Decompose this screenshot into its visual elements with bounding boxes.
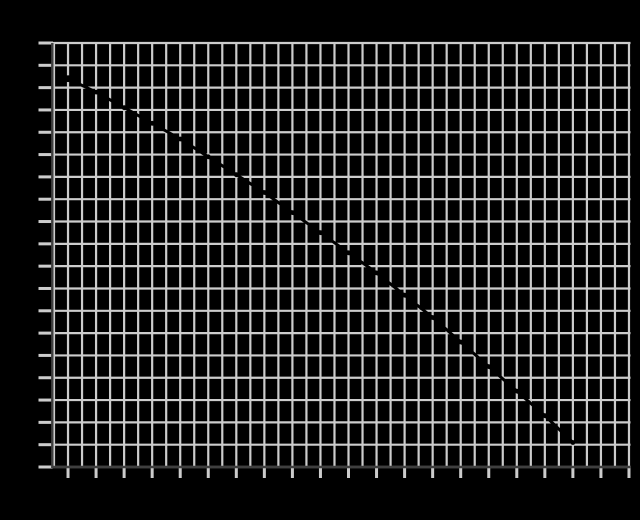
- data-point-marker: [486, 364, 492, 369]
- data-point-marker: [177, 136, 183, 142]
- data-point-marker: [514, 388, 520, 394]
- data-point-marker: [64, 75, 72, 83]
- data-point-marker: [374, 270, 379, 276]
- data-point-marker: [121, 105, 127, 111]
- data-point-marker: [318, 230, 323, 236]
- data-point-marker: [262, 190, 267, 195]
- data-point-marker: [233, 172, 239, 178]
- data-point-marker: [458, 339, 464, 345]
- data-point-marker: [570, 440, 576, 445]
- data-point-marker: [93, 89, 99, 95]
- data-point-marker: [205, 154, 211, 160]
- data-point-marker: [542, 413, 548, 419]
- data-point-marker: [346, 250, 351, 256]
- data-point-marker: [402, 292, 407, 298]
- data-point-marker: [149, 120, 155, 126]
- data-line: [62, 75, 575, 444]
- data-point-marker: [430, 315, 436, 320]
- data-point-marker: [290, 210, 295, 216]
